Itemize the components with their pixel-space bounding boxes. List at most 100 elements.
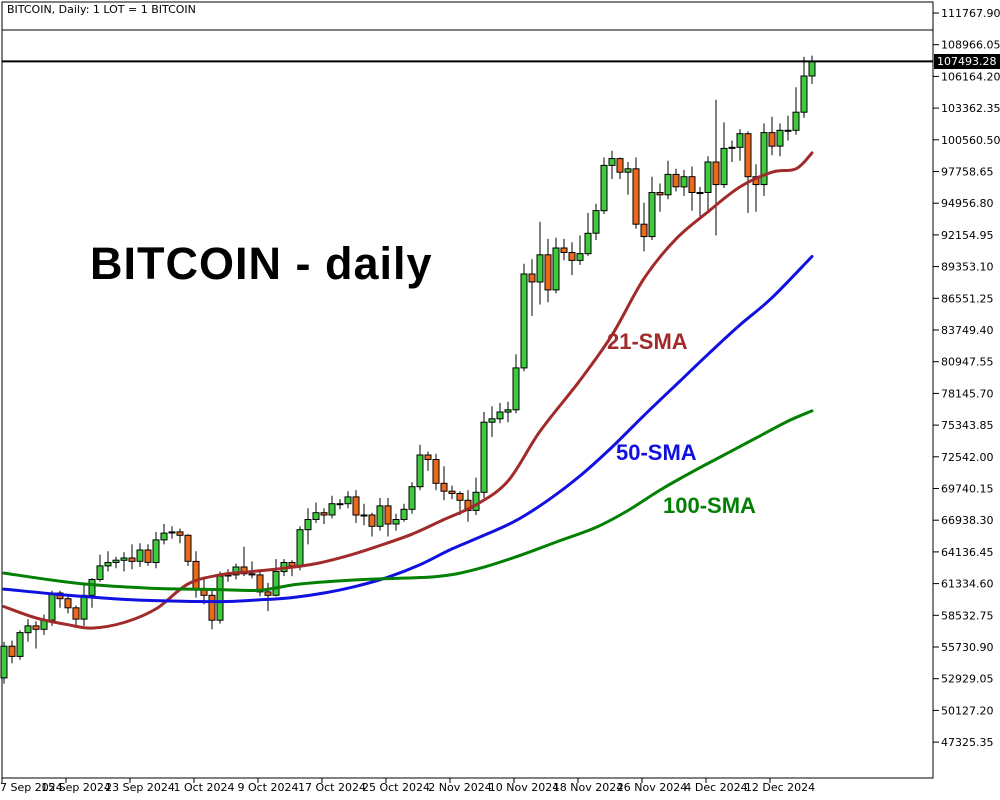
price-tick-label: 78145.70 (941, 387, 994, 400)
candle-up (520, 273, 528, 369)
date-tick-label: 9 Oct 2024 (237, 781, 298, 794)
date-tick-label: 7 Sep 2024 (0, 781, 63, 794)
date-tick-label: 26 Nov 2024 (617, 781, 687, 794)
candle-up (152, 539, 160, 564)
candle-up (488, 418, 496, 423)
candle-down (384, 505, 392, 525)
candle-down (424, 454, 432, 460)
candle-down (72, 607, 80, 620)
candle-up (136, 549, 144, 562)
candle-down (176, 531, 184, 536)
candle-up (160, 532, 168, 541)
candle-down (528, 273, 536, 283)
date-tick-label: 18 Nov 2024 (553, 781, 623, 794)
sma100-line (2, 409, 814, 593)
candle-up (504, 409, 512, 413)
price-tick-label: 89353.10 (941, 261, 994, 274)
price-tick-label: 75343.85 (941, 419, 994, 432)
candle-up (392, 519, 400, 525)
candle-up (576, 253, 584, 261)
candle-up (328, 503, 336, 516)
candle-down (744, 133, 752, 178)
candle-down (128, 557, 136, 562)
price-tick-label: 106164.20 (941, 70, 1000, 83)
candle-up (784, 129, 792, 132)
date-tick-label: 12 Dec 2024 (745, 781, 815, 794)
price-tick-label: 94956.80 (941, 197, 994, 210)
date-tick-label: 17 Oct 2024 (298, 781, 366, 794)
price-tick-label: 47325.35 (941, 736, 994, 749)
candle-up (776, 129, 784, 147)
candle-up (584, 232, 592, 255)
candle-up (728, 146, 736, 149)
price-tick-label: 58532.75 (941, 609, 994, 622)
candle-up (480, 421, 488, 493)
price-scale[interactable] (933, 0, 1000, 778)
candle-up (720, 147, 728, 186)
candle-down (208, 594, 216, 621)
candle-up (336, 503, 344, 506)
candle-up (592, 210, 600, 234)
candle-up (416, 454, 424, 488)
candle-down (456, 493, 464, 501)
date-tick-label: 4 Dec 2024 (684, 781, 747, 794)
candle-down (32, 625, 40, 630)
chart-title: BITCOIN, Daily: 1 LOT = 1 BITCOIN (7, 3, 196, 16)
candle-up (648, 192, 656, 238)
chart-plot-area[interactable] (2, 2, 933, 778)
candle-up (304, 519, 312, 531)
candle-up (696, 192, 704, 194)
candle-down (144, 549, 152, 563)
price-tick-label: 61334.60 (941, 578, 994, 591)
candle-down (568, 252, 576, 261)
price-tick-label: 69740.15 (941, 483, 994, 496)
price-tick-label: 66938.30 (941, 514, 994, 527)
sma100-label: 100-SMA (663, 493, 756, 518)
candle-up (96, 565, 104, 581)
date-tick-label: 1 Oct 2024 (173, 781, 234, 794)
candle-down (432, 459, 440, 484)
time-scale[interactable] (0, 778, 1000, 800)
date-tick-label: 15 Sep 2024 (41, 781, 111, 794)
price-tick-label: 80947.55 (941, 356, 994, 369)
candle-up (272, 571, 280, 596)
candle-up (552, 247, 560, 291)
candle-down (264, 591, 272, 596)
candle-down (688, 176, 696, 193)
price-tick-label: 72542.00 (941, 451, 994, 464)
candle-down (8, 645, 16, 657)
current-price-badge: 107493.28 (934, 54, 1000, 69)
candle-up (800, 75, 808, 113)
candle-up (16, 632, 24, 657)
price-tick-label: 108966.05 (941, 39, 1000, 52)
candle-down (712, 161, 720, 186)
candle-up (360, 514, 368, 517)
candle-down (184, 534, 192, 562)
candle-up (608, 158, 616, 166)
price-tick-label: 55730.90 (941, 641, 994, 654)
candle-up (496, 411, 504, 420)
candle-down (544, 254, 552, 291)
date-tick-label: 25 Oct 2024 (362, 781, 430, 794)
sma21-label: 21-SMA (607, 329, 688, 354)
candle-up (376, 505, 384, 527)
candle-down (448, 490, 456, 495)
candle-up (0, 645, 8, 679)
candle-down (256, 574, 264, 593)
candle-up (408, 486, 416, 510)
price-tick-label: 97758.65 (941, 166, 994, 179)
candle-down (352, 496, 360, 516)
candle-down (632, 168, 640, 225)
date-tick-label: 2 Nov 2024 (428, 781, 491, 794)
price-tick-label: 103362.35 (941, 102, 1000, 115)
candle-down (640, 223, 648, 238)
candle-down (320, 512, 328, 516)
candle-up (120, 557, 128, 561)
candle-up (704, 161, 712, 193)
candle-down (368, 514, 376, 527)
candle-up (112, 559, 120, 564)
candle-up (344, 496, 352, 505)
candle-up (536, 254, 544, 283)
